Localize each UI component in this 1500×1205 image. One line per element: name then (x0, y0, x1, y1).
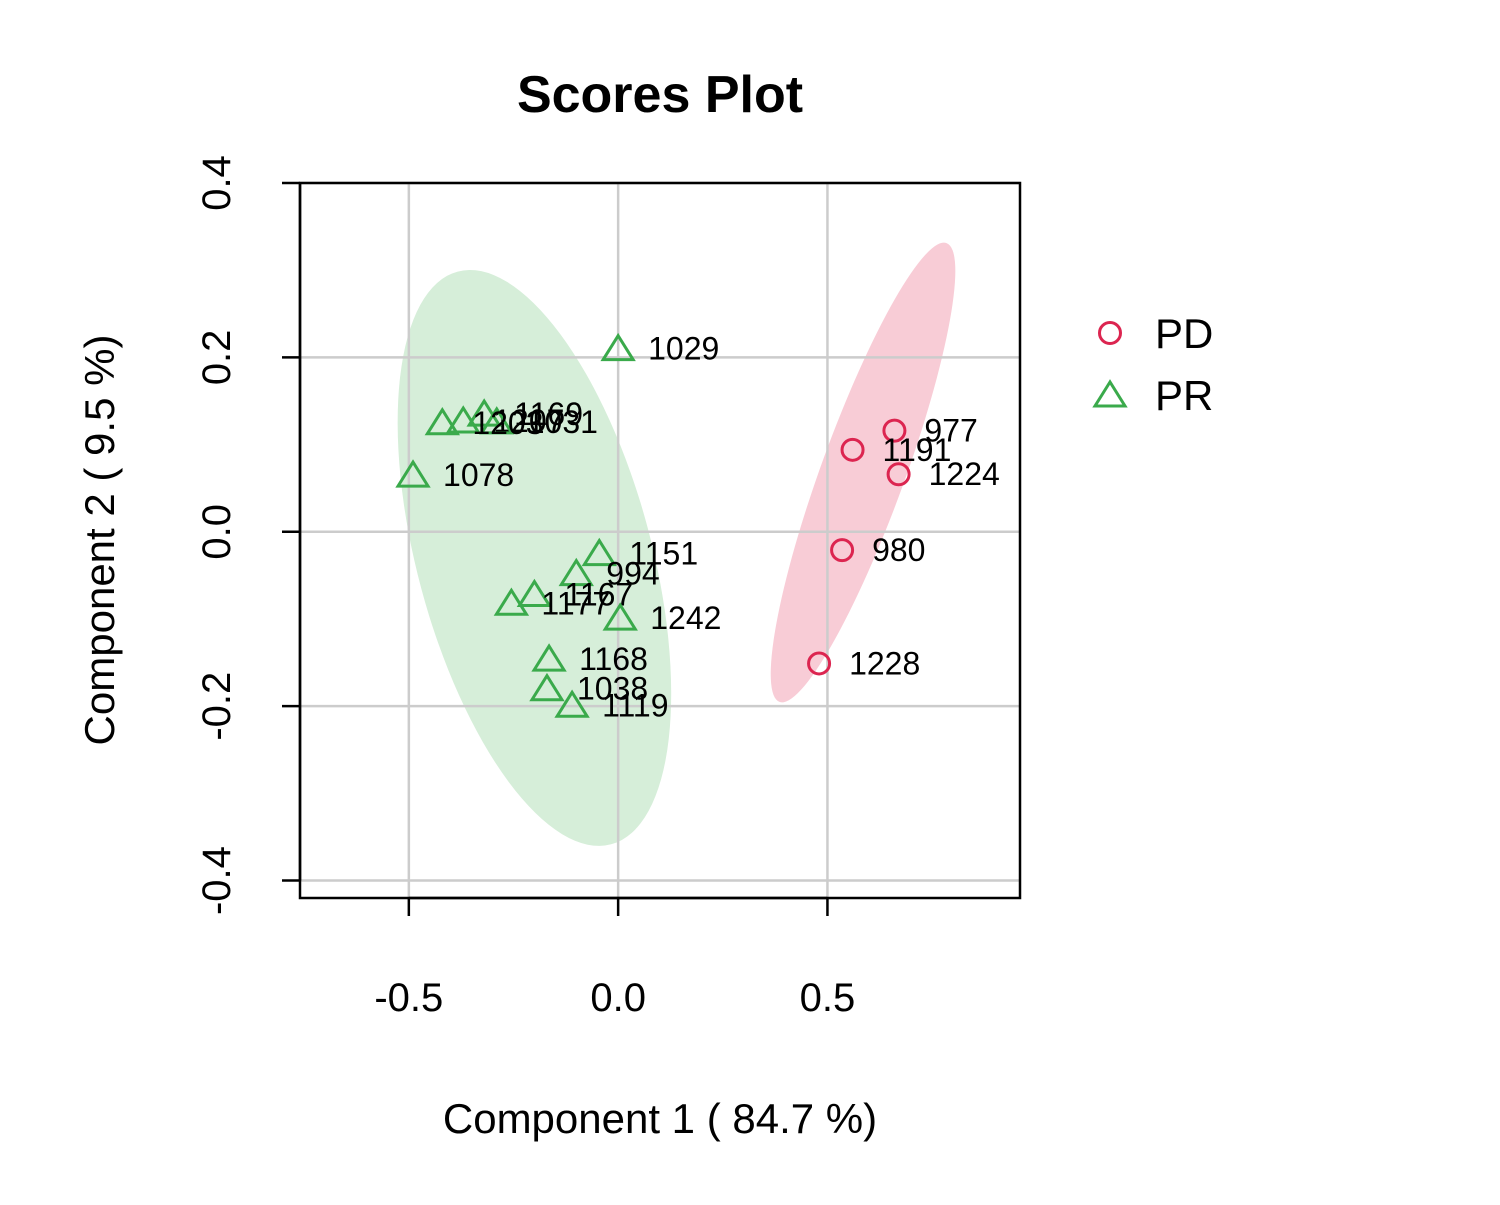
y-tick-label: 0.2 (195, 330, 239, 386)
legend-label-pd: PD (1155, 310, 1213, 357)
data-point-pd (882, 418, 907, 443)
data-point-pr (466, 398, 502, 427)
y-tick-label: -0.4 (195, 846, 239, 915)
data-point-label: 1169 (514, 396, 583, 432)
y-axis: -0.4 -0.2 0.0 0.2 0.4 (195, 155, 302, 915)
data-point-label: 1078 (443, 457, 514, 493)
data-point-label: 1031 (527, 404, 598, 440)
x-tick-label: 0.0 (590, 976, 646, 1020)
data-point-label: 1151 (629, 536, 698, 572)
data-point-label: 1228 (849, 645, 920, 681)
y-tick-label: -0.2 (195, 672, 239, 741)
y-axis-label: Component 2 ( 9.5 %) (76, 335, 123, 746)
data-point-label: 980 (872, 532, 925, 568)
data-point-pr (529, 672, 565, 702)
legend-marker-pr (1092, 379, 1128, 408)
data-point-label: 1168 (579, 641, 648, 677)
data-point-label: 994 (606, 556, 659, 592)
chart-title: Scores Plot (517, 66, 803, 124)
x-tick-label: 0.5 (800, 976, 856, 1020)
data-point-pr (558, 557, 594, 587)
data-point-label: 1203 (472, 405, 543, 441)
data-point-pd (840, 437, 865, 462)
legend-label-pr: PR (1155, 372, 1213, 419)
data-point-pr (424, 406, 461, 436)
axes: -0.5 0.0 0.5 -0.4 -0.2 0.0 0.2 0.4 (195, 155, 1022, 1020)
data-point-pd (886, 462, 911, 487)
y-tick-label: 0.4 (195, 155, 239, 211)
legend: PD PR (1092, 310, 1213, 419)
data-point-label: 1191 (883, 432, 952, 468)
data-point-pr (602, 602, 638, 631)
data-point-label: 1224 (929, 456, 1000, 492)
data-point-label: 1119 (602, 687, 668, 723)
data-point-pd (830, 538, 855, 563)
data-point-pr (516, 578, 553, 608)
x-axis: -0.5 0.0 0.5 (374, 896, 856, 1020)
data-point-label: 1177 (541, 585, 610, 621)
data-points: 9771191122498012281029116912071031120310… (395, 331, 1000, 723)
data-point-pr (531, 643, 567, 672)
data-point-label: 1029 (648, 331, 719, 367)
legend-marker-pd (1098, 321, 1122, 345)
data-point-pr (395, 459, 431, 488)
data-point-pd (807, 651, 832, 676)
data-point-pr (493, 587, 530, 616)
data-point-pr (581, 537, 618, 567)
data-point-pr (479, 406, 515, 435)
data-point-pr (445, 405, 481, 434)
y-tick-label: 0.0 (195, 504, 239, 560)
x-tick-label: -0.5 (374, 976, 443, 1020)
data-point-label: 977 (924, 413, 977, 449)
data-point-label: 1038 (577, 671, 648, 707)
x-axis-label: Component 1 ( 84.7 %) (443, 1095, 877, 1142)
data-point-pr (600, 332, 636, 362)
data-point-pr (554, 689, 590, 718)
data-point-label: 1242 (650, 600, 721, 636)
